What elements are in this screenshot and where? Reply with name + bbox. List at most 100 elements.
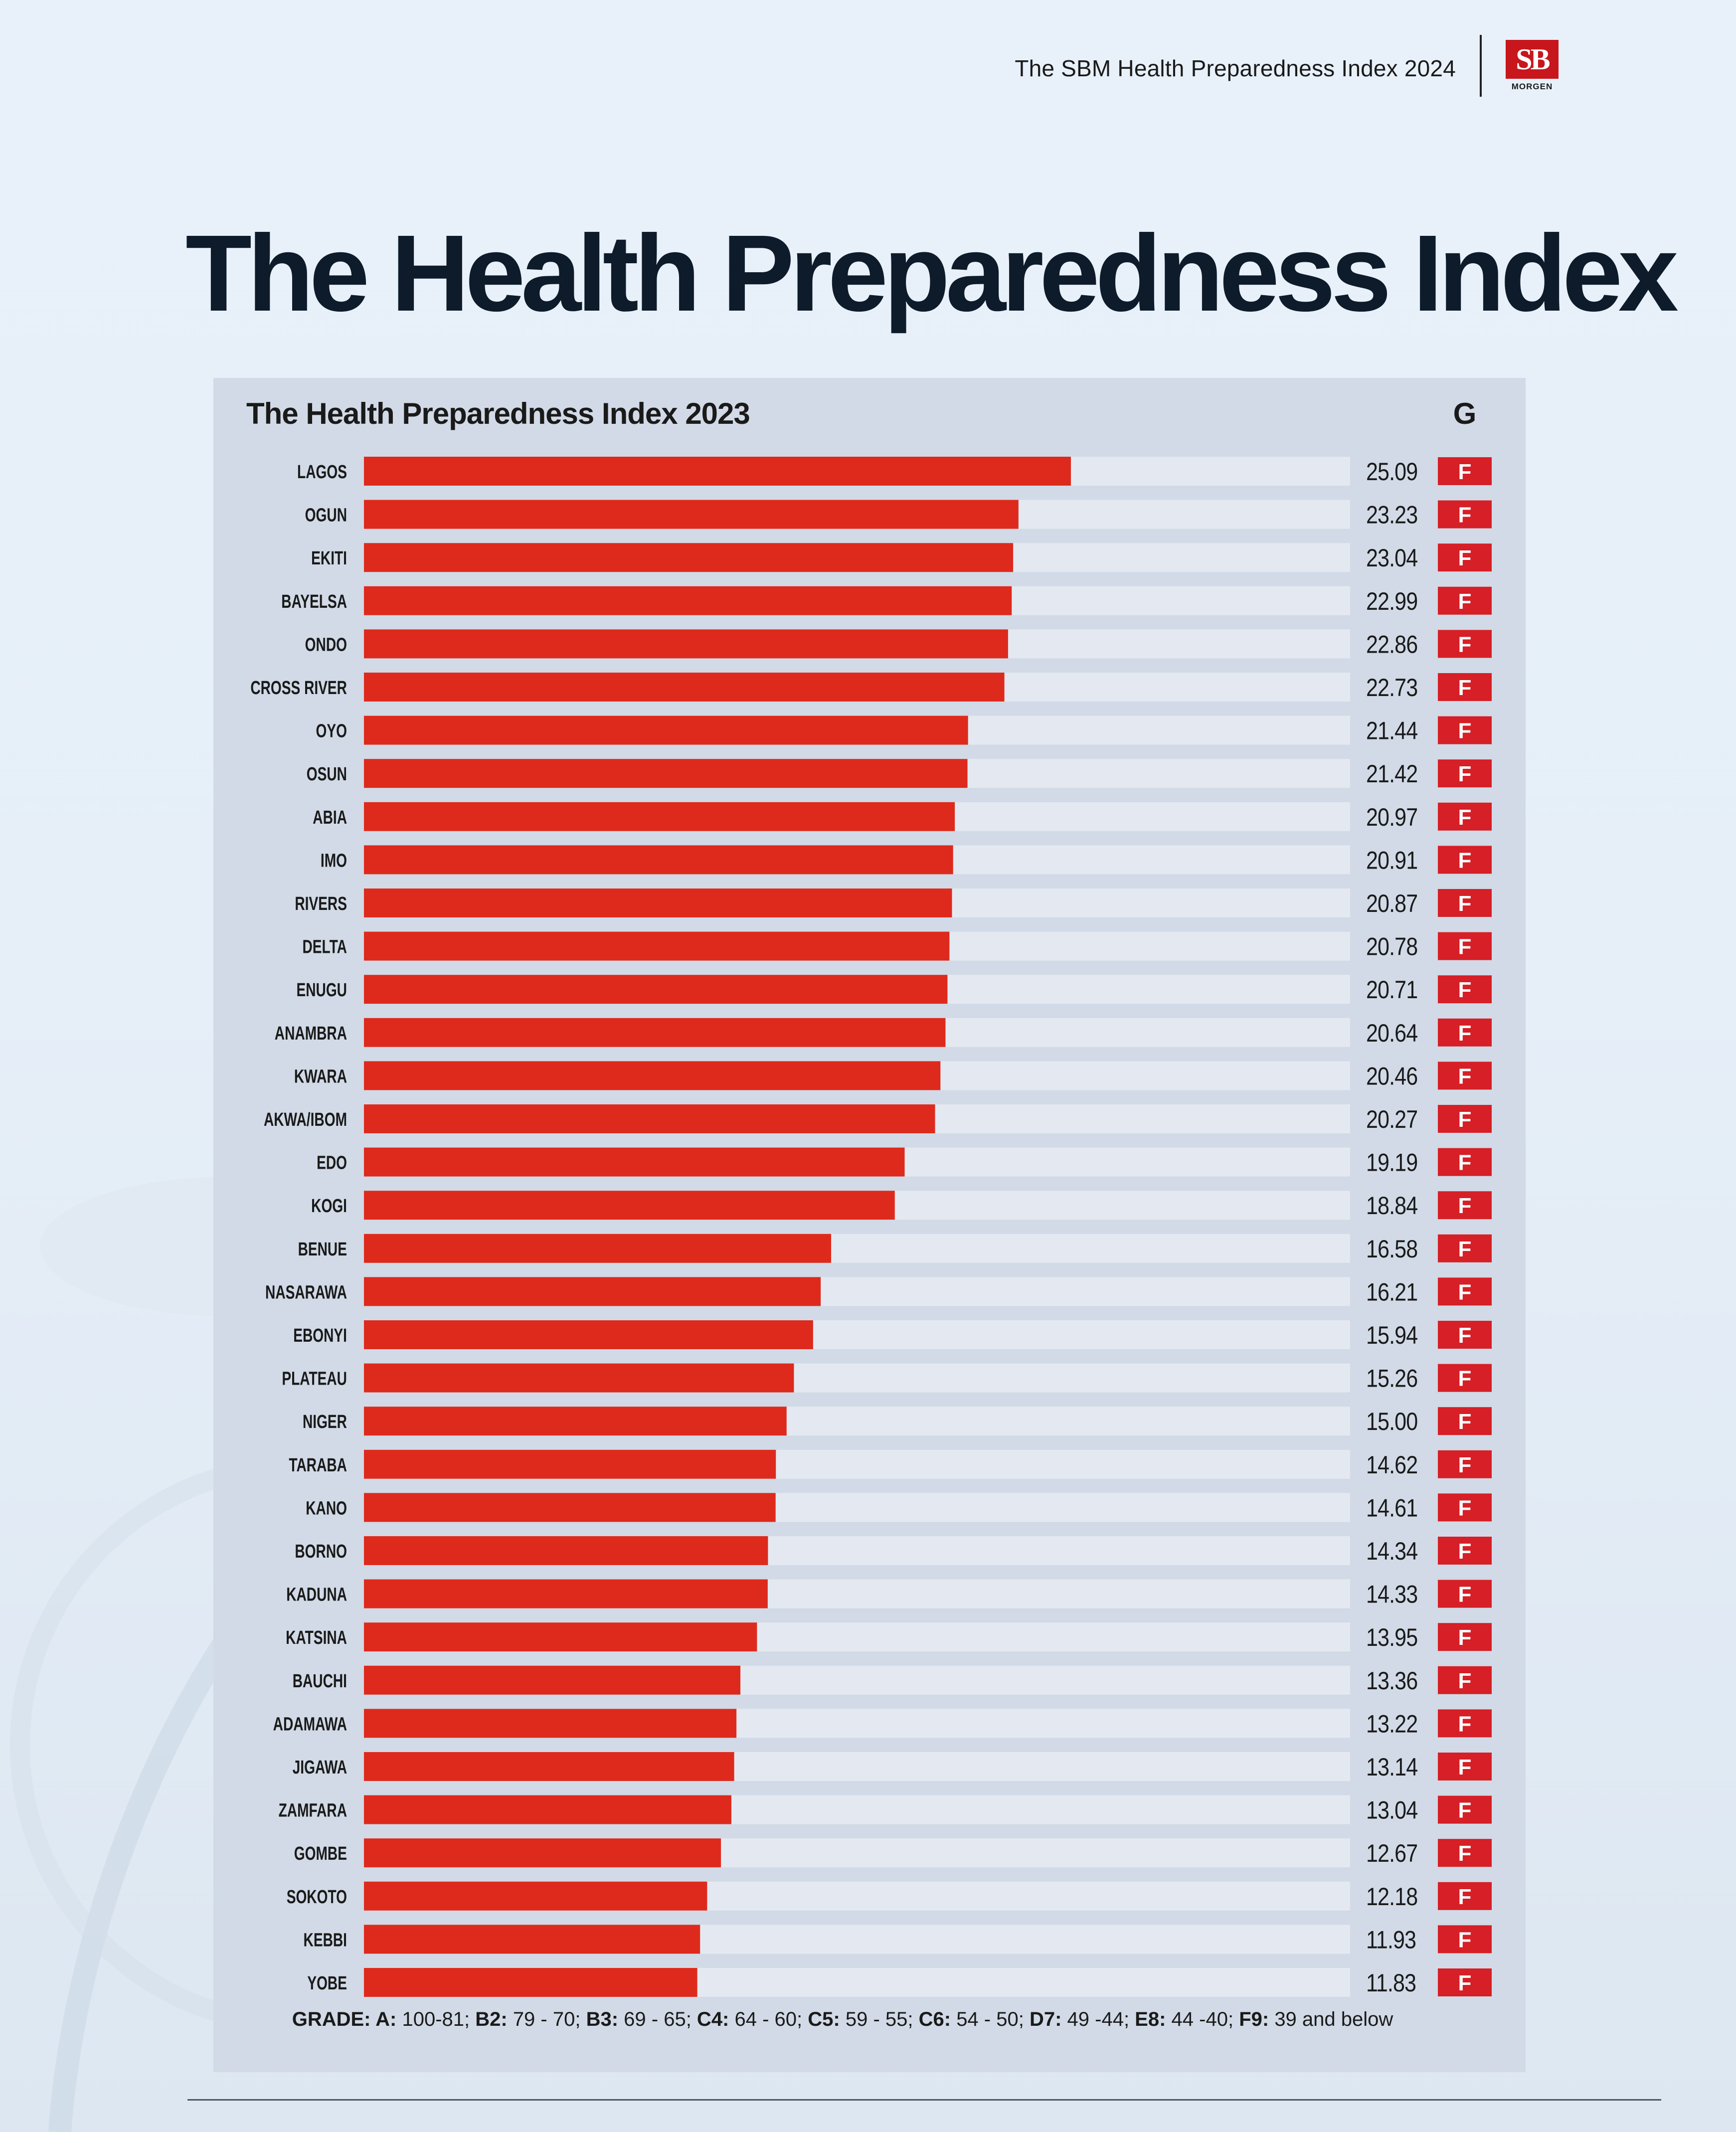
grade-label: F xyxy=(1458,1885,1472,1909)
bar xyxy=(364,1363,794,1393)
grade-label: F xyxy=(1458,1237,1472,1261)
legend-range: 49 -44; xyxy=(1067,2008,1130,2030)
bar xyxy=(364,586,1012,615)
grade-label: F xyxy=(1458,1928,1472,1952)
header-title: The SBM Health Preparedness Index 2024 xyxy=(1015,55,1456,81)
category-label: BAUCHI xyxy=(293,1671,347,1692)
legend-range: 54 - 50; xyxy=(956,2008,1024,2030)
category-label: ANAMBRA xyxy=(275,1023,347,1044)
grade-label: F xyxy=(1458,1194,1472,1218)
category-label: PLATEAU xyxy=(282,1369,347,1390)
bar xyxy=(364,1104,935,1133)
legend-grade: GRADE: A: xyxy=(292,2008,402,2030)
category-label: GOMBE xyxy=(294,1843,347,1864)
grade-badge xyxy=(1438,975,1492,1004)
grade-badge xyxy=(1438,1882,1492,1910)
bar xyxy=(364,1234,832,1263)
grade-badge xyxy=(1438,932,1492,960)
grade-label: F xyxy=(1458,1755,1472,1779)
category-label: ZAMFARA xyxy=(279,1800,347,1821)
category-label: ADAMAWA xyxy=(273,1714,347,1735)
chart-title: The Health Preparedness Index 2023 xyxy=(246,397,750,430)
grade-badge xyxy=(1438,802,1492,831)
legend-grade: F9: xyxy=(1233,2008,1274,2030)
category-label: SOKOTO xyxy=(287,1887,347,1908)
grade-label: F xyxy=(1458,1798,1472,1823)
legend-grade: E8: xyxy=(1129,2008,1171,2030)
category-label: KEBBI xyxy=(304,1930,347,1951)
grade-badge xyxy=(1438,1709,1492,1738)
bar-chart: The Health Preparedness Index 2023 G LAG… xyxy=(246,397,1492,2030)
legend-grade: B2: xyxy=(470,2008,513,2030)
category-label: ENUGU xyxy=(296,980,347,1001)
category-label: NASARAWA xyxy=(265,1282,347,1303)
logo-subtext: MORGEN xyxy=(1511,82,1553,91)
value-label: 14.61 xyxy=(1366,1494,1417,1522)
bar xyxy=(364,1709,737,1738)
bar xyxy=(364,1795,731,1824)
page-title: The Health Preparedness Index xyxy=(185,213,1679,334)
value-label: 15.94 xyxy=(1366,1321,1417,1349)
bar xyxy=(364,1622,757,1652)
grade-label: F xyxy=(1458,503,1472,528)
grade-label: F xyxy=(1458,1712,1472,1736)
grade-label: F xyxy=(1458,1064,1472,1088)
bar xyxy=(364,543,1014,572)
value-label: 19.19 xyxy=(1366,1149,1417,1177)
value-label: 14.34 xyxy=(1366,1537,1417,1565)
grade-label: F xyxy=(1458,1323,1472,1348)
category-label: ONDO xyxy=(305,634,347,655)
value-label: 12.18 xyxy=(1366,1883,1417,1911)
grade-label: F xyxy=(1458,460,1472,484)
category-label: RIVERS xyxy=(295,893,347,914)
footer-divider xyxy=(187,2099,1661,2101)
grade-label: F xyxy=(1458,1021,1472,1046)
grade-badge xyxy=(1438,1105,1492,1133)
value-label: 13.14 xyxy=(1366,1753,1417,1781)
sbm-logo: SB xyxy=(1506,40,1559,79)
bar xyxy=(364,1407,787,1436)
category-label: KWARA xyxy=(294,1066,347,1087)
bar xyxy=(364,1881,707,1911)
grade-badge xyxy=(1438,1795,1492,1824)
legend-grade: D7: xyxy=(1024,2008,1067,2030)
category-label: LAGOS xyxy=(297,462,347,483)
grade-badge xyxy=(1438,1062,1492,1090)
grade-label: F xyxy=(1458,676,1472,700)
value-label: 20.71 xyxy=(1366,976,1417,1004)
bar xyxy=(364,975,948,1004)
value-label: 22.86 xyxy=(1366,630,1417,658)
category-label: OYO xyxy=(316,721,347,742)
grade-label: F xyxy=(1458,1280,1472,1304)
value-label: 22.99 xyxy=(1366,587,1417,615)
chart-panel: The Health Preparedness Index 2023 G LAG… xyxy=(213,378,1526,2072)
category-label: KOGI xyxy=(311,1196,347,1217)
bar xyxy=(364,1536,768,1565)
grade-label: F xyxy=(1458,1107,1472,1132)
category-label: AKWA/IBOM xyxy=(264,1109,347,1130)
grade-label: F xyxy=(1458,848,1472,873)
bar xyxy=(364,1665,741,1695)
legend-range: 39 and below xyxy=(1274,2008,1393,2030)
grade-label: F xyxy=(1458,1151,1472,1175)
logo-text: SB xyxy=(1516,42,1550,76)
category-label: BENUE xyxy=(298,1239,347,1260)
value-label: 15.26 xyxy=(1366,1365,1417,1393)
legend-range: 59 - 55; xyxy=(846,2008,913,2030)
category-label: NIGER xyxy=(303,1412,347,1432)
grade-label: F xyxy=(1458,1496,1472,1520)
grade-label: F xyxy=(1458,935,1472,959)
category-label: EDO xyxy=(317,1153,347,1174)
value-label: 18.84 xyxy=(1366,1192,1417,1220)
value-label: 14.62 xyxy=(1366,1451,1417,1479)
bar xyxy=(364,1191,895,1220)
category-label: JIGAWA xyxy=(293,1757,347,1778)
grade-badge xyxy=(1438,1839,1492,1867)
category-label: DELTA xyxy=(303,937,347,958)
bar xyxy=(364,1320,813,1349)
grade-badge xyxy=(1438,543,1492,572)
bar xyxy=(364,1061,941,1090)
bar xyxy=(364,457,1071,486)
value-label: 13.36 xyxy=(1366,1667,1417,1695)
value-label: 11.83 xyxy=(1366,1969,1416,1997)
